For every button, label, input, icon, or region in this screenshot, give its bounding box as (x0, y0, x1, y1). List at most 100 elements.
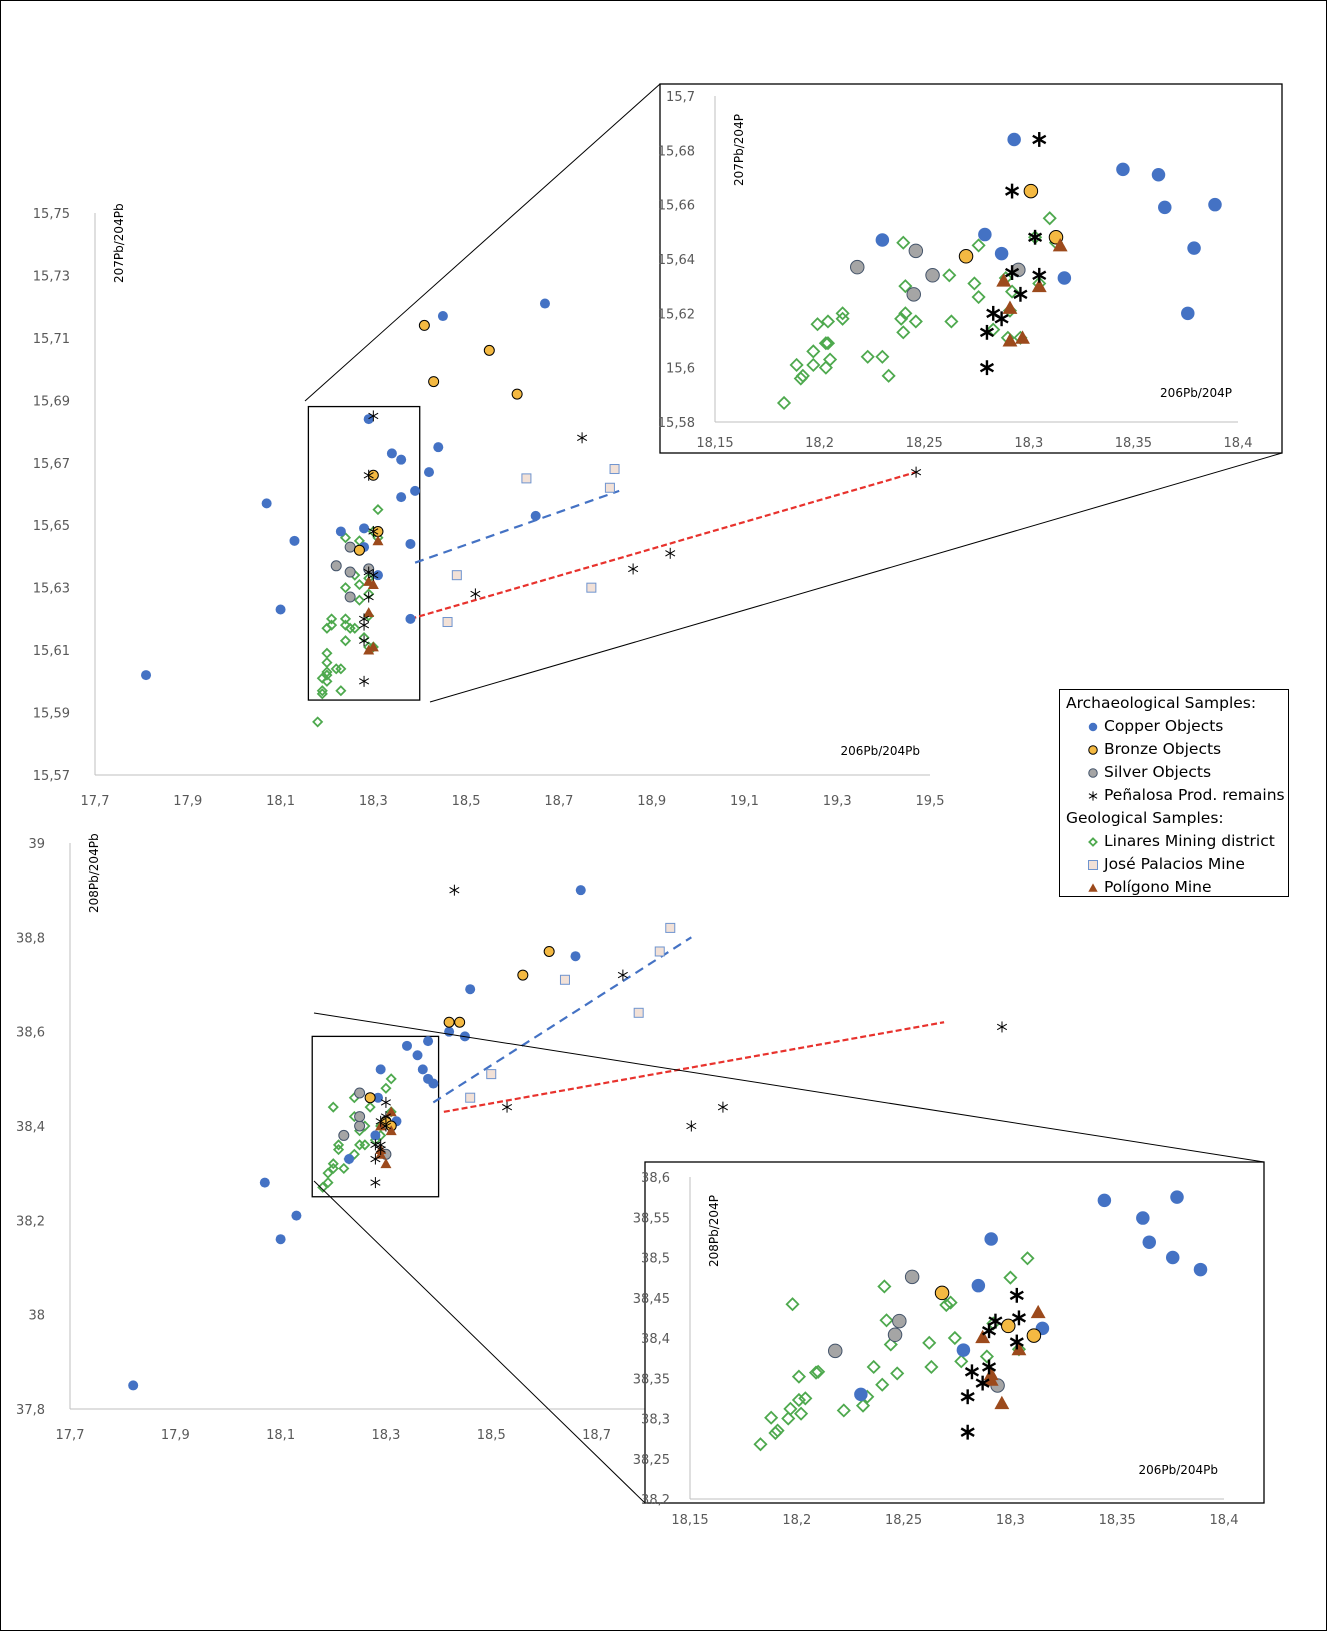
bronze-point (511, 388, 523, 400)
series-poligono (996, 237, 1068, 347)
linares-point (339, 582, 352, 594)
penalosa-point (470, 588, 481, 600)
y-tick-label: 15,67 (33, 457, 70, 472)
linares-point (353, 578, 365, 591)
legend-label: Linares Mining district (1104, 832, 1275, 850)
copper-point (994, 246, 1009, 261)
linares-point (326, 613, 338, 625)
copper-point (530, 510, 541, 521)
zoom-connector-line (429, 452, 1283, 703)
red-trend-line (443, 1021, 945, 1113)
copper-point (1181, 306, 1195, 321)
x-axis-title: 206Pb/204Pb (840, 744, 920, 758)
poligono-point (372, 535, 384, 546)
series-penalosa (359, 410, 922, 687)
linares-point (835, 311, 850, 326)
penalosa-point (964, 1364, 980, 1380)
copper-point (437, 311, 448, 322)
linares-point (785, 1297, 800, 1312)
bronze-point (443, 1016, 455, 1028)
penalosa-point (981, 1323, 997, 1339)
poligono-point (1031, 278, 1047, 293)
linares-point (327, 1162, 339, 1175)
bronze-point (483, 344, 495, 356)
y-tick-label: 15,63 (33, 582, 70, 597)
penalosa-point (370, 1153, 381, 1165)
linares-point (335, 685, 347, 697)
copper-point (1151, 168, 1166, 182)
poligono-point (994, 1395, 1010, 1410)
y-tick-label: 38,4 (16, 1120, 45, 1135)
penalosa-point (1032, 132, 1047, 147)
penalosa-point (359, 635, 370, 647)
copper-point (141, 670, 152, 681)
x-tick-label: 17,7 (81, 794, 110, 809)
copper-point (401, 1040, 412, 1051)
copper-point (370, 1130, 381, 1141)
poligono-point (975, 1329, 991, 1344)
linares-point (798, 1391, 813, 1406)
y-tick-label: 15,7 (666, 90, 695, 105)
penalosa-point (1032, 267, 1047, 283)
linares-point (348, 1148, 360, 1160)
copper-point (1136, 1211, 1150, 1225)
linares-point (326, 619, 338, 631)
penalosa-point (363, 469, 374, 481)
penalosa-point (359, 619, 370, 631)
bronze-point (517, 969, 529, 981)
x-tick-label: 18,7 (582, 1428, 611, 1443)
penalosa-point (686, 1120, 697, 1132)
copper-point (1158, 200, 1172, 215)
linares-point (1003, 1270, 1018, 1285)
penalosa-point (717, 1101, 728, 1113)
copper-point (956, 1343, 971, 1357)
silver-point (925, 268, 940, 283)
poligono-point (1030, 1304, 1046, 1319)
penalosa-point (975, 1375, 990, 1391)
copper-point (1116, 162, 1130, 177)
penalosa-point (502, 1101, 513, 1113)
penalosa-point (1005, 183, 1020, 199)
legend-item-poligono: Polígono Mine (1066, 876, 1288, 899)
copper-point (372, 570, 383, 581)
x-tick-label: 18,3 (996, 1513, 1025, 1528)
x-axis-title: 206Pb/204Pb (1138, 1463, 1218, 1477)
y-tick-label: 15,58 (658, 416, 695, 431)
bronze-point (454, 1016, 466, 1028)
y-tick-label: 15,68 (658, 144, 695, 159)
series-copper (875, 132, 1222, 321)
penalosa-point (359, 675, 370, 687)
series-silver (330, 541, 375, 603)
linares-point (1004, 284, 1020, 299)
x-tick-label: 17,9 (161, 1428, 190, 1443)
linares-point (349, 622, 361, 634)
jose-palacios-point (451, 570, 462, 581)
silver-point (330, 560, 342, 572)
jose-palacios-point (609, 464, 620, 475)
y-tick-label: 15,73 (33, 269, 70, 284)
blue-trend-line (414, 489, 620, 564)
zoom-connectors (304, 83, 1283, 1504)
bronze-point (353, 544, 365, 556)
y-tick-label: 15,75 (33, 207, 70, 222)
silver-point (887, 1327, 903, 1343)
y-tick-label: 15,71 (33, 332, 70, 347)
linares-point (793, 1406, 809, 1421)
legend-label: Copper Objects (1104, 717, 1224, 735)
penalosa-point (988, 1313, 1003, 1329)
linares-point (890, 1366, 905, 1381)
y-tick-label: 15,59 (33, 707, 70, 722)
x-axis-title: 206Pb/204P (1160, 386, 1232, 400)
linares-point (795, 368, 810, 383)
penalosa-point (577, 432, 588, 444)
jose-palacios-point (586, 582, 597, 593)
penalosa-point (380, 1111, 391, 1123)
silver-point (892, 1313, 907, 1329)
linares-point (1042, 211, 1057, 226)
bronze-point (1026, 1328, 1042, 1343)
legend-item-linares: Linares Mining district (1066, 830, 1288, 853)
jose-palacios-point (654, 946, 665, 957)
copper-point (386, 448, 397, 459)
series-poligono (363, 535, 384, 655)
linares-point (967, 276, 982, 291)
